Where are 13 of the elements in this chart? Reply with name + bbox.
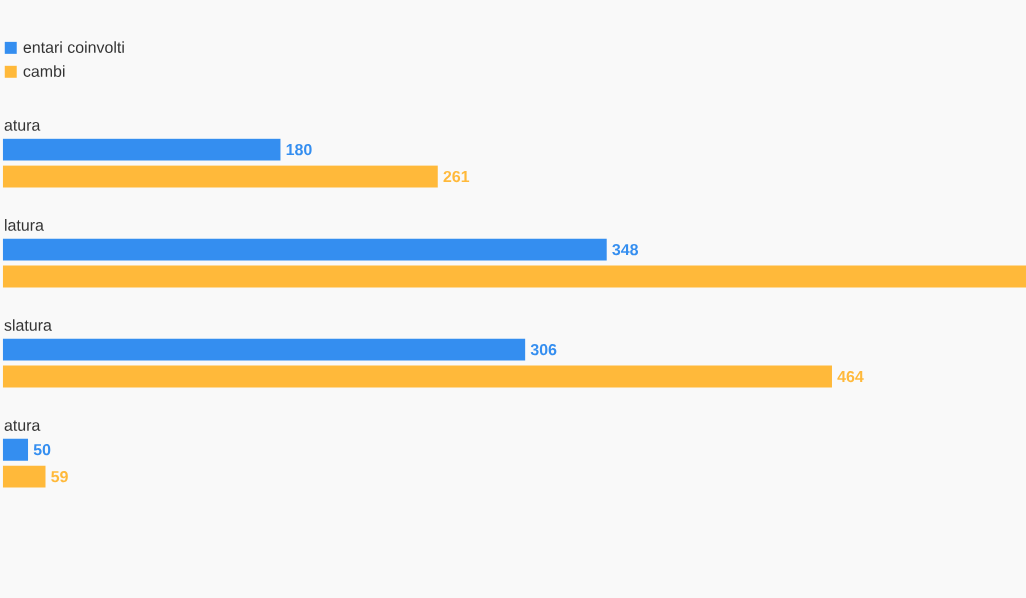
legend-label: entari coinvolti	[23, 41, 124, 53]
data-label: 180	[286, 143, 312, 156]
y-tick-label: atura	[4, 420, 41, 431]
y-tick-label: slatura	[4, 318, 52, 331]
data-label: 306	[530, 343, 557, 356]
data-label: 348	[612, 243, 639, 256]
legend-label: cambi	[23, 65, 65, 77]
data-label: 50	[33, 443, 51, 456]
data-label: 261	[443, 170, 470, 182]
data-label: 464	[837, 370, 864, 383]
y-tick-label: atura	[4, 120, 41, 131]
y-tick-label: latura	[5, 218, 44, 231]
data-label: 59	[51, 470, 68, 483]
